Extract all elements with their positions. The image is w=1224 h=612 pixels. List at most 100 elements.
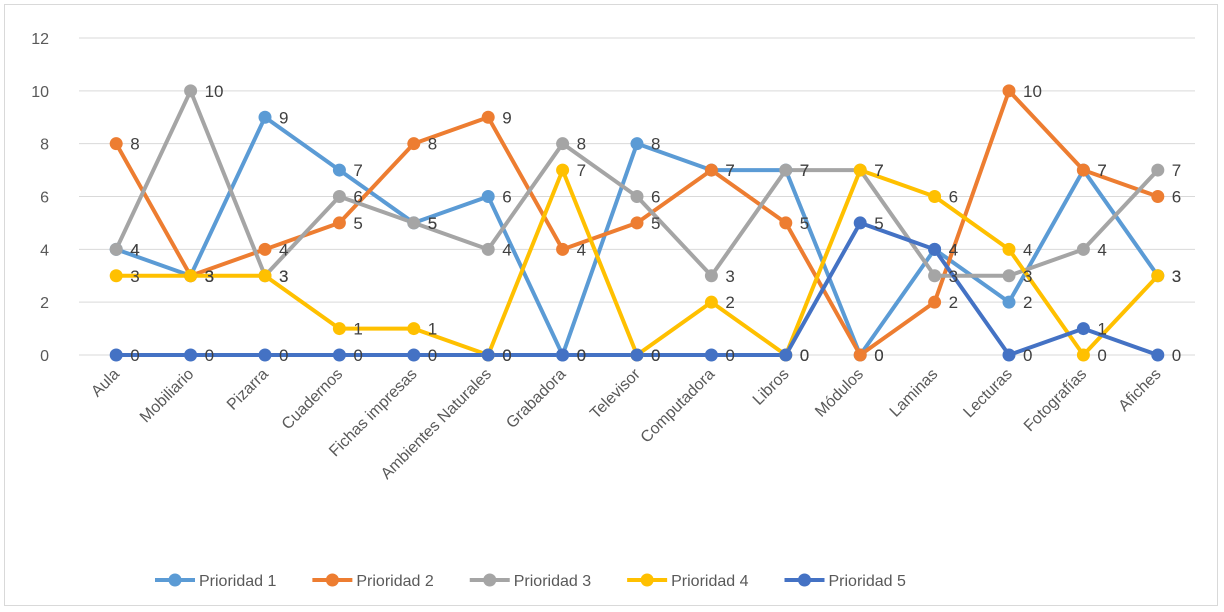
series-line-prioridad-1	[114, 115, 1160, 357]
data-label: 0	[502, 346, 511, 365]
data-label: 4	[949, 240, 958, 259]
data-point	[258, 242, 272, 256]
data-label: 3	[205, 267, 214, 286]
data-point	[630, 348, 644, 362]
legend-marker	[168, 573, 182, 587]
data-point	[704, 295, 718, 309]
data-point	[481, 110, 495, 124]
data-point	[779, 163, 793, 177]
data-point	[1151, 163, 1165, 177]
x-tick-label: Laminas	[887, 366, 942, 421]
x-tick-label: Lecturas	[960, 366, 1015, 421]
legend-label: Prioridad 4	[671, 573, 748, 590]
data-point	[184, 269, 198, 283]
data-point	[258, 348, 272, 362]
y-tick-label: 10	[31, 84, 49, 101]
data-label: 7	[1097, 161, 1106, 180]
data-point	[332, 322, 346, 336]
data-label: 0	[279, 346, 288, 365]
data-label: 7	[1172, 161, 1181, 180]
data-point	[1002, 84, 1016, 98]
data-label: 5	[428, 214, 437, 233]
data-label: 0	[800, 346, 809, 365]
legend-label: Prioridad 5	[829, 573, 906, 590]
data-point	[928, 242, 942, 256]
data-point	[630, 216, 644, 230]
data-label: 3	[949, 267, 958, 286]
data-point	[1151, 190, 1165, 203]
data-point	[1002, 242, 1016, 256]
data-point	[407, 137, 421, 151]
data-point	[1002, 269, 1016, 283]
data-point	[704, 269, 718, 283]
data-point	[556, 137, 570, 151]
data-label: 3	[130, 267, 139, 286]
data-point	[853, 216, 867, 230]
x-tick-label: Afiches	[1116, 366, 1165, 415]
data-label: 9	[502, 108, 511, 127]
data-label: 0	[800, 346, 809, 365]
data-label: 7	[874, 161, 883, 180]
data-label: 1	[1097, 320, 1106, 339]
y-tick-label: 2	[40, 295, 49, 312]
data-label: 3	[1172, 267, 1181, 286]
legend-item-prioridad-5: Prioridad 5	[784, 573, 906, 590]
data-label: 0	[651, 346, 660, 365]
series-markers	[109, 84, 1165, 362]
data-label: 0	[874, 346, 883, 365]
data-point	[258, 110, 272, 124]
x-tick-label: Mobiliario	[137, 366, 198, 427]
data-label: 8	[130, 135, 139, 154]
legend-label: Prioridad 3	[514, 573, 591, 590]
data-label: 5	[651, 214, 660, 233]
data-point	[1151, 269, 1165, 283]
data-label: 0	[725, 346, 734, 365]
data-point	[556, 163, 570, 177]
data-point	[481, 242, 495, 256]
data-point	[332, 348, 346, 362]
data-point	[704, 163, 718, 177]
data-label: 7	[800, 161, 809, 180]
data-point	[928, 190, 942, 203]
data-point	[109, 242, 123, 256]
data-label: 0	[205, 346, 214, 365]
data-label: 1	[428, 320, 437, 339]
data-point	[779, 348, 793, 362]
x-tick-label: Módulos	[812, 366, 867, 421]
data-label: 4	[577, 240, 586, 259]
legend-item-prioridad-3: Prioridad 3	[469, 573, 591, 590]
data-label: 8	[651, 135, 660, 154]
data-label: 0	[874, 346, 883, 365]
data-label: 2	[1023, 293, 1032, 312]
data-label: 7	[874, 161, 883, 180]
data-label: 0	[1023, 346, 1032, 365]
data-label: 3	[1172, 267, 1181, 286]
data-label: 10	[1023, 82, 1042, 101]
data-label: 3	[205, 267, 214, 286]
data-label: 0	[577, 346, 586, 365]
data-point	[556, 242, 570, 256]
x-tick-label: Televisor	[587, 365, 644, 422]
data-label: 6	[502, 188, 511, 207]
data-point	[853, 163, 867, 177]
data-label: 3	[279, 267, 288, 286]
data-label: 0	[577, 346, 586, 365]
data-point	[1076, 242, 1090, 256]
data-point	[407, 348, 421, 362]
y-axis-ticks: 0 2 4 6 8 10 12	[31, 31, 49, 365]
data-label: 6	[353, 188, 362, 207]
legend-item-prioridad-4: Prioridad 4	[627, 573, 749, 590]
data-label: 4	[130, 240, 139, 259]
legend-marker	[483, 573, 497, 587]
data-point	[630, 137, 644, 151]
data-label: 4	[502, 240, 511, 259]
data-point	[1151, 348, 1165, 362]
data-point	[779, 216, 793, 230]
data-label: 7	[1097, 161, 1106, 180]
y-tick-label: 6	[40, 190, 49, 207]
data-label: 4	[949, 240, 958, 259]
data-label: 6	[949, 188, 958, 207]
legend-label: Prioridad 2	[356, 573, 433, 590]
data-label: 2	[725, 293, 734, 312]
